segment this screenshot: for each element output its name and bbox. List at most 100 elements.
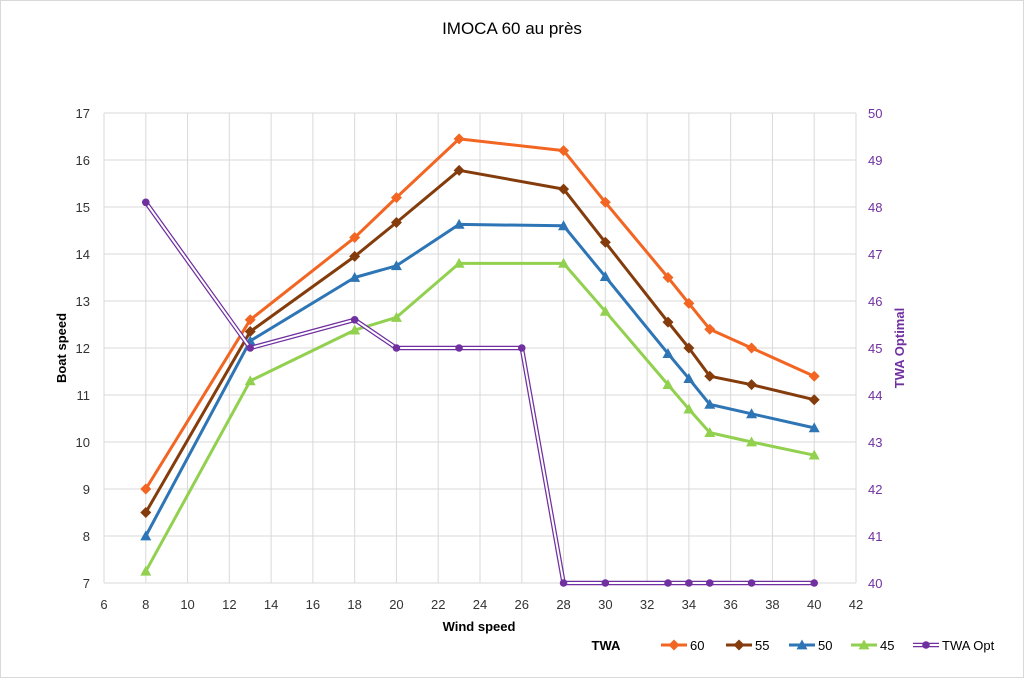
data-point — [746, 436, 758, 447]
data-point — [704, 398, 716, 409]
legend-label: 50 — [818, 638, 832, 653]
y-tick-label: 16 — [76, 153, 90, 168]
legend-marker — [668, 639, 680, 651]
y2-tick-label: 45 — [868, 341, 882, 356]
y2-tick-label: 47 — [868, 247, 882, 262]
x-tick-label: 20 — [389, 597, 403, 612]
data-point — [390, 311, 402, 322]
series-50 — [140, 218, 820, 541]
y2-tick-label: 42 — [868, 482, 882, 497]
data-point — [601, 579, 610, 587]
data-point — [704, 370, 716, 382]
data-point — [453, 218, 465, 229]
x-tick-label: 18 — [347, 597, 361, 612]
series-line — [144, 222, 815, 537]
x-tick-label: 22 — [431, 597, 445, 612]
data-point — [808, 394, 820, 406]
legend: TWA 60 55 50 45 TWA Opt — [592, 638, 995, 653]
x-tick-label: 6 — [100, 597, 107, 612]
y2-tick-label: 40 — [868, 576, 882, 591]
x-tick-label: 10 — [180, 597, 194, 612]
x-axis-title: Wind speed — [443, 619, 516, 634]
data-point — [683, 342, 695, 354]
data-point — [746, 408, 758, 419]
data-point — [141, 198, 150, 207]
legend-item: 50 — [789, 638, 832, 653]
legend-items: 60 55 50 45 TWA Opt — [661, 638, 995, 653]
x-tick-label: 8 — [142, 597, 149, 612]
data-point — [662, 348, 674, 359]
y2-tick-label: 49 — [868, 153, 882, 168]
series-layer — [140, 133, 820, 587]
x-tick-label: 40 — [807, 597, 821, 612]
y-tick-label: 14 — [76, 247, 90, 262]
data-point — [244, 375, 256, 386]
data-point — [662, 316, 674, 328]
legend-marker — [858, 639, 870, 650]
legend-label: 55 — [755, 638, 769, 653]
data-point — [349, 232, 361, 244]
chart-title: IMOCA 60 au près — [442, 19, 582, 38]
data-point — [558, 183, 570, 195]
data-point — [350, 316, 359, 324]
data-point — [747, 579, 756, 587]
data-point — [808, 422, 820, 433]
x-tick-label: 34 — [682, 597, 696, 612]
data-point — [140, 530, 152, 541]
legend-label: 45 — [880, 638, 894, 653]
legend-item: 55 — [726, 638, 769, 653]
data-point — [808, 449, 820, 460]
data-point — [349, 250, 361, 262]
data-point — [599, 236, 611, 248]
y-tick-label: 9 — [83, 482, 90, 497]
series-45 — [140, 257, 820, 576]
data-point — [746, 342, 758, 354]
y2-tick-label: 50 — [868, 106, 882, 121]
ticks-layer: 7 8 9 10 11 12 13 14 15 16 17 40 41 42 43 44 45 46 47 48 49 5… — [76, 106, 883, 612]
data-point — [453, 164, 465, 176]
data-point — [705, 579, 714, 587]
y2-tick-label: 48 — [868, 200, 882, 215]
data-point — [558, 257, 570, 268]
data-point — [244, 326, 256, 338]
y2-tick-label: 43 — [868, 435, 882, 450]
data-point — [685, 579, 693, 587]
data-point — [390, 217, 402, 229]
legend-marker — [733, 639, 745, 651]
data-point — [455, 344, 463, 352]
y-tick-label: 12 — [76, 341, 90, 356]
legend-label: TWA Opt — [942, 638, 995, 653]
data-point — [244, 314, 256, 326]
legend-marker — [922, 641, 930, 649]
legend-item: 45 — [851, 638, 894, 653]
x-tick-label: 28 — [556, 597, 570, 612]
data-point — [392, 344, 401, 352]
data-point — [599, 196, 611, 208]
data-point — [746, 379, 758, 391]
data-point — [558, 145, 570, 157]
y-tick-label: 13 — [76, 294, 90, 309]
y2-tick-label: 46 — [868, 294, 882, 309]
y-axis-title: Boat speed — [54, 313, 69, 383]
legend-item: 60 — [661, 638, 704, 653]
data-point — [662, 379, 674, 390]
x-tick-label: 38 — [765, 597, 779, 612]
x-tick-label: 12 — [222, 597, 236, 612]
y-tick-label: 8 — [83, 529, 90, 544]
data-point — [517, 344, 526, 352]
data-point — [390, 260, 402, 271]
data-point — [390, 192, 402, 204]
x-tick-label: 30 — [598, 597, 612, 612]
x-tick-label: 16 — [306, 597, 320, 612]
data-point — [453, 133, 465, 145]
data-point — [453, 257, 465, 268]
data-point — [704, 427, 716, 437]
data-point — [140, 507, 152, 518]
series-55 — [140, 164, 820, 518]
data-point — [599, 305, 611, 316]
y-tick-label: 15 — [76, 200, 90, 215]
data-point — [664, 579, 672, 587]
data-point — [246, 344, 255, 352]
